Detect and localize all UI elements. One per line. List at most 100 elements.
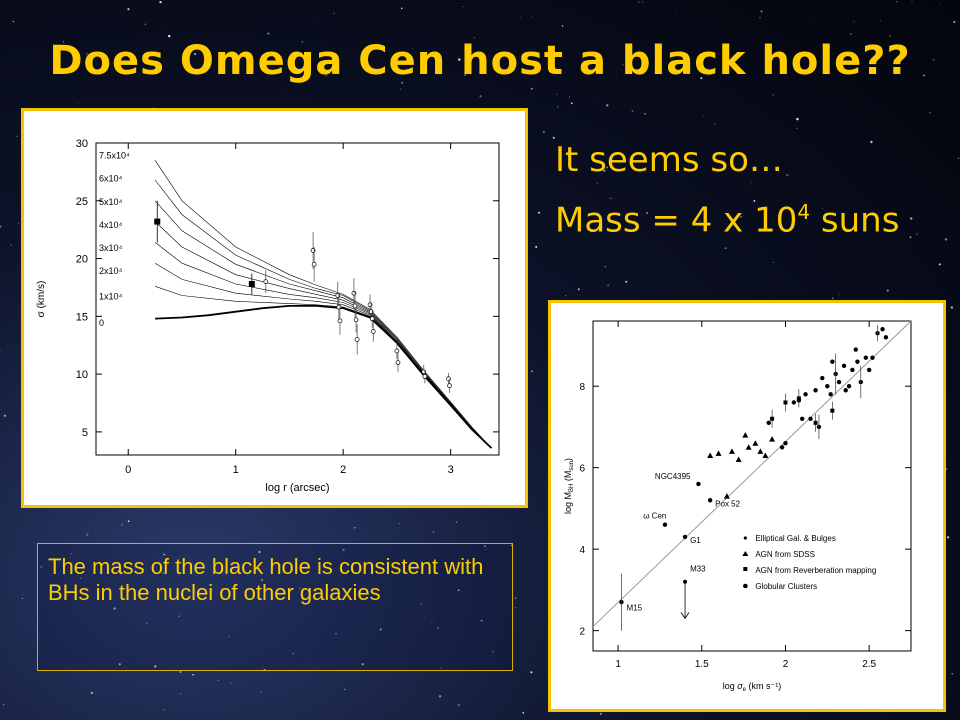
star (957, 157, 960, 160)
star (421, 53, 424, 56)
y-tick-label: 2 (579, 627, 585, 638)
star (740, 215, 742, 218)
star (758, 98, 760, 99)
data-point-open (311, 261, 317, 267)
star (400, 88, 402, 90)
legend-label: AGN from SDSS (755, 550, 815, 559)
point-annotation: M15 (626, 603, 642, 612)
star (464, 74, 466, 76)
curve-label: 0 (99, 318, 104, 328)
star (607, 284, 610, 287)
star (946, 536, 950, 539)
data-point-dot (696, 481, 701, 487)
data-point-filled (154, 218, 161, 225)
data-point-triangle (752, 440, 759, 446)
star (699, 220, 701, 222)
mass-text: Mass = 4 x 10 (555, 200, 798, 241)
star (537, 211, 541, 214)
star (939, 3, 941, 5)
star (401, 81, 404, 84)
star (189, 562, 191, 564)
y-tick-label: 4 (579, 545, 585, 556)
star (753, 199, 756, 202)
star (118, 663, 121, 666)
star (167, 34, 171, 38)
star (142, 632, 144, 633)
data-point-dot (682, 534, 688, 540)
star (923, 74, 925, 77)
star (646, 211, 649, 215)
star (299, 587, 301, 589)
star (54, 519, 56, 521)
star (786, 173, 789, 177)
y-tick-label: 30 (76, 138, 88, 150)
y-tick-label: 5 (82, 427, 88, 439)
data-point-dot (791, 400, 797, 405)
point-annotation: G1 (690, 536, 701, 545)
data-point-triangle (735, 456, 742, 463)
star (838, 294, 840, 296)
data-point-dot (779, 445, 785, 450)
data-point-triangle (715, 450, 722, 456)
star (772, 94, 774, 96)
star (530, 671, 533, 674)
data-point-dot (803, 392, 808, 397)
data-point-square (830, 408, 835, 413)
data-point-square (783, 400, 788, 405)
star (533, 407, 535, 409)
data-point-open (422, 374, 428, 379)
star (162, 708, 165, 711)
data-point-triangle (728, 448, 735, 454)
data-point-triangle (757, 448, 764, 454)
data-point-dot (808, 416, 813, 421)
star (911, 0, 913, 2)
star (479, 95, 482, 98)
m33-limit-arrow (680, 612, 690, 620)
star (364, 64, 366, 66)
star (361, 663, 364, 666)
star (759, 16, 761, 19)
data-point-dot (662, 522, 668, 527)
star (333, 12, 335, 14)
star (127, 520, 130, 523)
star (459, 561, 461, 563)
star (622, 63, 624, 66)
data-point-dot (825, 383, 830, 389)
slide-title: Does Omega Cen host a black hole?? (49, 38, 911, 84)
star (10, 244, 13, 246)
star (953, 20, 956, 24)
star (933, 205, 934, 206)
plot-frame (95, 142, 500, 456)
star (951, 672, 953, 675)
data-point-dot (830, 359, 835, 364)
star (342, 548, 345, 551)
star (703, 114, 704, 116)
star (432, 531, 434, 533)
data-point-dot (707, 498, 713, 503)
star (530, 87, 533, 90)
star (631, 110, 634, 112)
star (0, 350, 1, 352)
data-point-triangle (769, 436, 776, 442)
star (637, 1, 640, 3)
note-box: The mass of the black hole is consistent… (37, 543, 513, 671)
star (909, 236, 912, 239)
star (223, 571, 225, 572)
star (197, 509, 199, 511)
star (938, 263, 941, 266)
star (193, 52, 197, 56)
curve-label: 7.5x10⁴ (99, 151, 130, 161)
data-point-open (263, 279, 269, 285)
data-point-dot (870, 355, 875, 360)
legend-marker (743, 567, 748, 571)
model-curve (154, 262, 492, 449)
star (420, 603, 422, 605)
star (179, 671, 182, 673)
mass-units: suns (810, 200, 900, 241)
star (261, 578, 264, 581)
star (192, 673, 194, 676)
star (796, 117, 799, 121)
star (849, 32, 852, 35)
star (2, 703, 5, 706)
star (16, 135, 18, 137)
